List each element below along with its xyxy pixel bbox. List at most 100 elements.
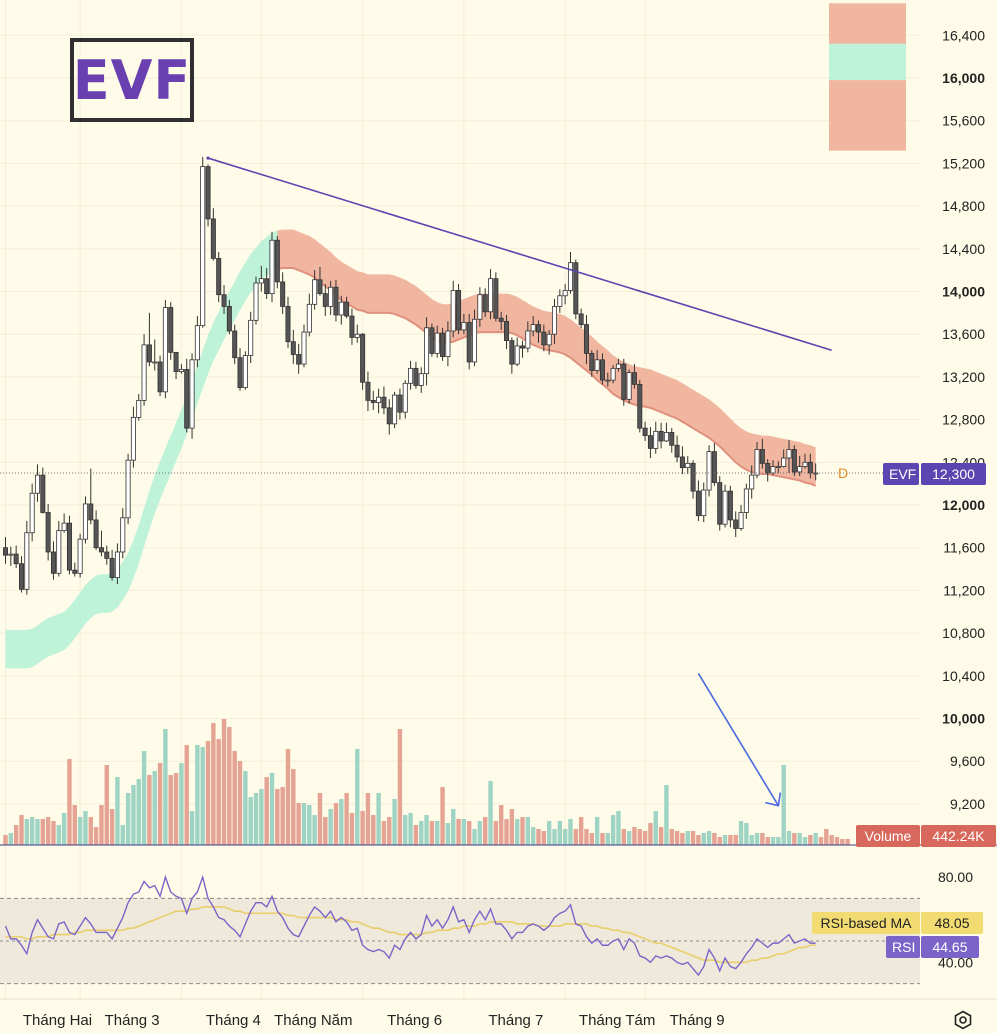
price-tick-label: 14,000 [942,284,985,300]
rsi-ma-value-badge: 48.05 [921,912,983,934]
volume-bar [216,739,221,845]
cloud-bearish [277,229,816,486]
candle-body [754,449,760,476]
candle-body [440,332,446,358]
candle-body [194,325,200,361]
candle-body [434,332,440,354]
candle-body [274,239,280,283]
time-tick-label: Tháng 9 [670,1012,725,1029]
annotation-arrow [697,672,780,807]
candle-body [674,444,680,458]
volume-bar [248,797,253,845]
candle-body [61,522,67,532]
settings-gear-icon[interactable] [953,1010,973,1030]
trend-line [207,157,832,351]
candle-body [50,551,56,574]
volume-bar [205,741,211,845]
volume-bar [781,765,786,845]
candle-body [338,301,344,316]
candle-body [296,354,302,365]
volume-bar [29,817,35,845]
candle-body [397,394,403,413]
candle-body [541,331,547,346]
candle-body [738,512,744,529]
volume-bar [504,819,509,845]
candle-body [413,367,419,386]
volume-bar [626,831,632,845]
volume-bar [573,829,579,845]
volume-bar [392,799,397,845]
volume-bar [696,835,701,845]
candle-body [583,324,589,354]
volume-bar [760,833,765,845]
candle-body [621,363,627,400]
candle-body [258,278,264,284]
volume-bar [83,811,88,845]
volume-bar [440,787,445,845]
volume-bar [88,817,93,845]
candle-body [301,331,307,365]
candle-body [242,355,248,388]
candle-body [663,432,669,442]
candle-body [40,474,46,513]
volume-bar [722,835,728,845]
candle-body [450,290,456,332]
volume-bar [269,773,275,845]
volume-bar [568,819,573,845]
candle-body [285,306,291,343]
candle-body [631,372,637,385]
rsi-band [0,898,920,984]
rsi-ma-label-badge: RSI-based MA [812,912,920,934]
volume-bar [221,719,227,845]
candle-body [775,466,781,468]
volume-bar [168,775,173,845]
candle-body [637,383,643,429]
volume-bar [530,827,536,845]
candle-body [813,472,819,475]
volume-bar [600,833,605,845]
volume-bar [562,829,568,845]
volume-bar [413,825,419,845]
candle-body [322,293,328,307]
candle-body [312,279,318,305]
price-tick-label: 15,600 [942,113,985,129]
candle-body [210,218,216,259]
volume-bar [115,777,120,845]
volume-bar [717,837,722,845]
volume-bar [312,815,317,845]
volume-bar [536,829,541,845]
volume-bar [669,829,674,845]
candle-body [248,319,254,356]
volume-bar [658,827,664,845]
volume-bar [546,821,552,845]
candle-body [189,359,195,429]
volume-bar [488,781,493,845]
drawings[interactable]: D [0,156,920,807]
volume-bar [376,793,381,845]
price-tick-label: 12,000 [942,497,985,513]
volume-bar [109,809,115,845]
candle-body [493,278,499,319]
volume-bar [307,805,312,845]
candle-body [498,317,504,322]
candlesticks[interactable] [3,156,819,595]
rsi-ma-line [5,906,816,964]
candle-body [141,344,147,401]
candle-body [168,307,174,353]
candle-body [130,417,136,461]
volume-bar [419,821,424,845]
candle-body [226,306,232,332]
candle-body [184,369,190,429]
candle-body [472,318,478,363]
candle-body [669,432,675,446]
volume-bar [51,821,56,845]
time-tick-label: Tháng Tám [579,1012,655,1029]
volume-bar [184,745,189,845]
candle-body [445,330,451,358]
volume-bar [365,793,371,845]
volume-bar [685,831,690,845]
candle-body [530,324,536,332]
candle-body [520,345,526,349]
volume-bar [621,829,626,845]
